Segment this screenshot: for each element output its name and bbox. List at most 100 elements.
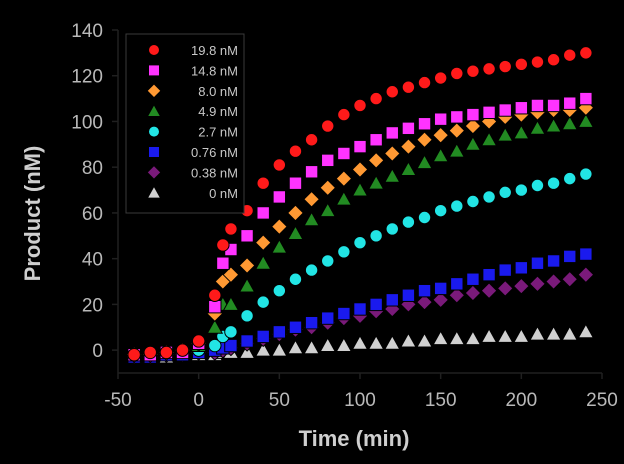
data-point: [208, 299, 222, 314]
data-point: [563, 171, 577, 186]
legend-item: 14.8 nM: [148, 63, 238, 78]
data-point: [369, 133, 383, 147]
data-point: [240, 334, 254, 348]
data-point: [254, 234, 272, 252]
y-tick-label: 100: [71, 112, 103, 133]
data-point: [224, 222, 238, 236]
data-point: [496, 279, 514, 297]
data-point: [577, 266, 595, 284]
data-point: [399, 138, 417, 156]
data-point: [353, 139, 367, 154]
data-point: [579, 46, 593, 60]
data-point: [303, 190, 321, 208]
data-point: [353, 98, 367, 113]
legend-item: 4.9 nM: [146, 103, 238, 119]
data-point: [513, 124, 530, 140]
data-point: [448, 142, 466, 158]
data-point: [482, 190, 496, 204]
data-point: [303, 339, 320, 355]
data-point: [256, 176, 270, 190]
data-point: [545, 117, 562, 133]
data-point: [561, 115, 579, 131]
data-point: [321, 311, 335, 325]
data-point: [513, 327, 530, 343]
data-point: [319, 179, 337, 197]
data-point: [337, 107, 351, 122]
data-point: [321, 153, 335, 168]
data-point: [256, 295, 270, 309]
data-point: [482, 62, 496, 76]
data-point: [337, 306, 351, 321]
data-point: [270, 218, 288, 236]
data-point: [450, 277, 464, 291]
data-point: [563, 48, 577, 62]
data-point: [514, 57, 529, 72]
legend-marker: [148, 146, 160, 158]
data-point: [254, 254, 272, 270]
data-point: [369, 297, 383, 312]
data-point: [254, 341, 272, 357]
legend-marker: [148, 44, 160, 56]
data-point: [448, 286, 466, 304]
y-tick-label: 0: [92, 341, 103, 362]
data-point: [416, 131, 433, 149]
x-tick-label: 250: [586, 390, 618, 411]
data-point: [288, 272, 303, 286]
data-point: [385, 222, 399, 236]
data-point: [335, 190, 353, 206]
data-point: [450, 110, 464, 124]
legend-marker: [146, 164, 162, 180]
data-point: [482, 105, 496, 120]
data-point: [385, 126, 399, 140]
data-point: [416, 332, 433, 348]
data-point: [432, 330, 449, 346]
data-point: [546, 176, 561, 190]
data-point: [287, 225, 304, 240]
data-point: [530, 55, 545, 69]
y-axis-title: Product (nM): [20, 146, 45, 282]
data-point: [579, 167, 593, 181]
data-point: [514, 261, 529, 275]
data-point: [304, 165, 319, 179]
data-point: [417, 210, 432, 225]
legend-label: 0.76 nM: [191, 145, 238, 160]
data-point: [240, 309, 254, 323]
data-point: [448, 122, 466, 140]
data-point: [256, 206, 270, 220]
data-point: [498, 103, 512, 117]
data-point: [240, 229, 254, 243]
data-point: [216, 256, 230, 270]
data-point: [561, 270, 579, 288]
x-axis-title: Time (min): [299, 426, 410, 451]
data-point: [530, 256, 545, 270]
data-point: [579, 247, 593, 261]
data-point: [545, 325, 562, 341]
data-point: [353, 235, 367, 250]
data-point: [208, 338, 222, 353]
data-point: [464, 330, 482, 346]
legend-marker: [148, 64, 160, 77]
data-point: [450, 199, 464, 213]
data-point: [433, 112, 448, 126]
x-tick-label: 50: [269, 390, 290, 411]
data-point: [319, 202, 337, 218]
data-point: [385, 293, 399, 307]
data-point: [432, 147, 449, 163]
legend-label: 0.38 nM: [191, 165, 238, 180]
data-point: [498, 185, 512, 200]
data-point: [512, 277, 530, 295]
data-point: [288, 320, 303, 334]
legend-item: 0.38 nM: [146, 164, 238, 180]
data-point: [466, 107, 480, 122]
legend-item: 19.8 nM: [148, 43, 238, 58]
data-point: [272, 190, 287, 204]
legend-label: 19.8 nM: [191, 43, 238, 58]
data-point: [272, 158, 287, 172]
data-point: [272, 283, 287, 298]
x-tick-label: 150: [425, 390, 457, 411]
data-point: [417, 283, 432, 298]
legend-item: 0 nM: [146, 185, 238, 201]
legend-marker: [146, 83, 162, 99]
data-point: [222, 295, 240, 311]
data-point: [529, 119, 546, 135]
